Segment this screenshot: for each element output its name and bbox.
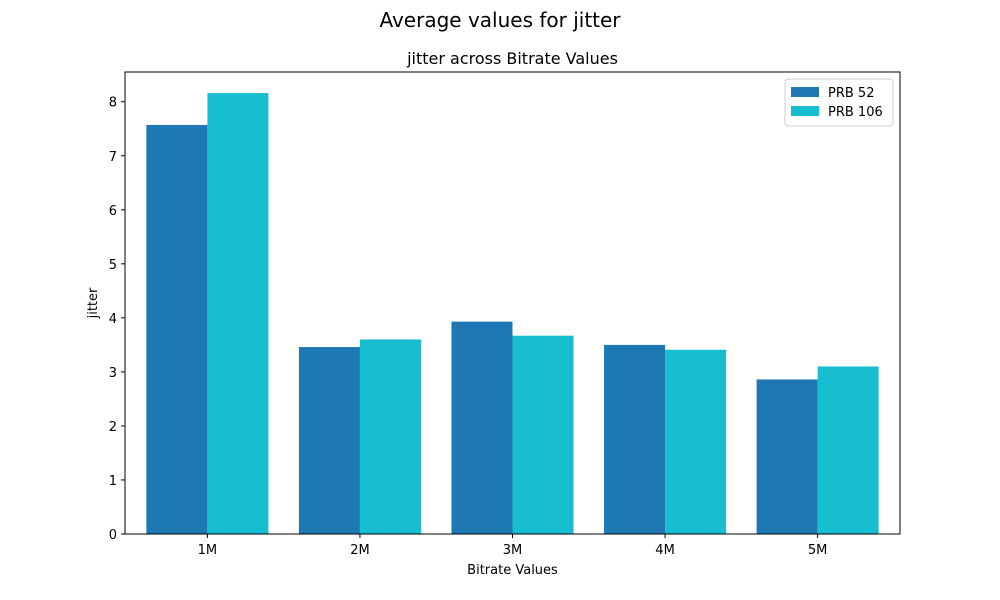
- y-axis-label: jitter: [86, 287, 101, 319]
- x-tick-label: 3M: [503, 543, 523, 558]
- y-tick-label: 2: [109, 420, 117, 435]
- bar-prb-106-3m: [512, 335, 574, 534]
- x-axis: 1M 2M 3M 4M 5M: [198, 534, 828, 558]
- legend: PRB 52 PRB 106: [784, 78, 894, 127]
- x-tick-label: 2M: [350, 543, 370, 558]
- y-axis: 0 1 2 3 4 5 6 7 8: [109, 96, 125, 543]
- chart-title: jitter across Bitrate Values: [406, 49, 618, 68]
- legend-label: PRB 106: [828, 105, 883, 120]
- bar-prb-52-1m: [146, 124, 208, 535]
- bar-prb-106-1m: [207, 93, 269, 535]
- y-tick-label: 1: [109, 474, 117, 489]
- legend-swatch: [791, 87, 819, 97]
- bar-prb-52-2m: [298, 347, 360, 534]
- bar-prb-52-4m: [604, 344, 666, 534]
- y-tick-label: 7: [109, 150, 117, 165]
- figure-title: Average values for jitter: [379, 8, 621, 32]
- bar-prb-52-5m: [756, 379, 818, 534]
- x-tick-label: 4M: [655, 543, 675, 558]
- y-tick-label: 3: [109, 366, 117, 381]
- y-tick-label: 6: [109, 204, 117, 219]
- legend-label: PRB 52: [828, 86, 874, 101]
- bar-prb-52-3m: [451, 321, 513, 534]
- y-tick-label: 0: [109, 528, 117, 543]
- y-tick-label: 4: [109, 312, 117, 327]
- legend-swatch: [791, 106, 819, 116]
- y-tick-label: 8: [109, 96, 117, 111]
- bar-prb-106-4m: [665, 349, 727, 534]
- x-axis-label: Bitrate Values: [467, 563, 558, 578]
- y-tick-label: 5: [109, 258, 117, 273]
- bar-prb-106-2m: [359, 339, 421, 534]
- plot-area: [146, 93, 879, 535]
- x-tick-label: 1M: [198, 543, 218, 558]
- bar-prb-106-5m: [817, 366, 879, 534]
- x-tick-label: 5M: [808, 543, 828, 558]
